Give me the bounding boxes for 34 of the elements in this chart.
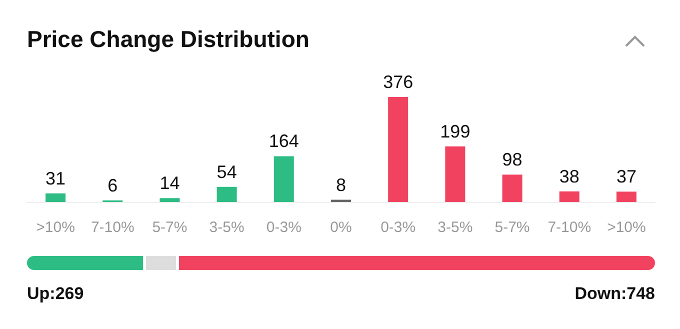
text: Up:269 <box>27 284 84 304</box>
x-tick-label: 0% <box>330 219 352 236</box>
bar <box>274 156 294 202</box>
data-label: 164 <box>268 131 299 152</box>
data-label: 376 <box>383 72 414 92</box>
data-label: 8 <box>336 174 346 195</box>
x-tick-label: 5-7% <box>494 219 530 236</box>
data-label: 98 <box>502 150 522 170</box>
data-label: 6 <box>108 175 118 196</box>
data-label: 31 <box>46 168 66 188</box>
x-tick-label: 7-10% <box>90 219 134 236</box>
bar <box>216 186 237 202</box>
x-tick-label: 7-10% <box>548 219 592 236</box>
bar <box>616 192 636 202</box>
x-tick-label: 5-7% <box>152 219 188 236</box>
bar <box>160 198 180 202</box>
x-tick-label: 3-5% <box>209 219 244 236</box>
x-tick-label: >10% <box>36 219 75 236</box>
bar <box>46 193 66 202</box>
data-label: 37 <box>616 166 636 187</box>
chart-title: Price Change Distribution <box>27 26 310 53</box>
bar <box>445 146 466 202</box>
data-label: 54 <box>216 162 237 182</box>
x-tick-label: 3-5% <box>438 219 473 236</box>
data-label: 38 <box>559 166 580 186</box>
data-label: 199 <box>440 121 470 142</box>
bar <box>388 97 408 202</box>
x-tick-label: 0-3% <box>266 219 302 236</box>
bar <box>502 174 522 202</box>
x-tick-label: 0-3% <box>380 219 416 236</box>
text: Down:748 <box>574 284 655 304</box>
data-label: 14 <box>160 173 180 194</box>
x-tick-label: >10% <box>607 219 646 236</box>
bar <box>559 191 580 202</box>
